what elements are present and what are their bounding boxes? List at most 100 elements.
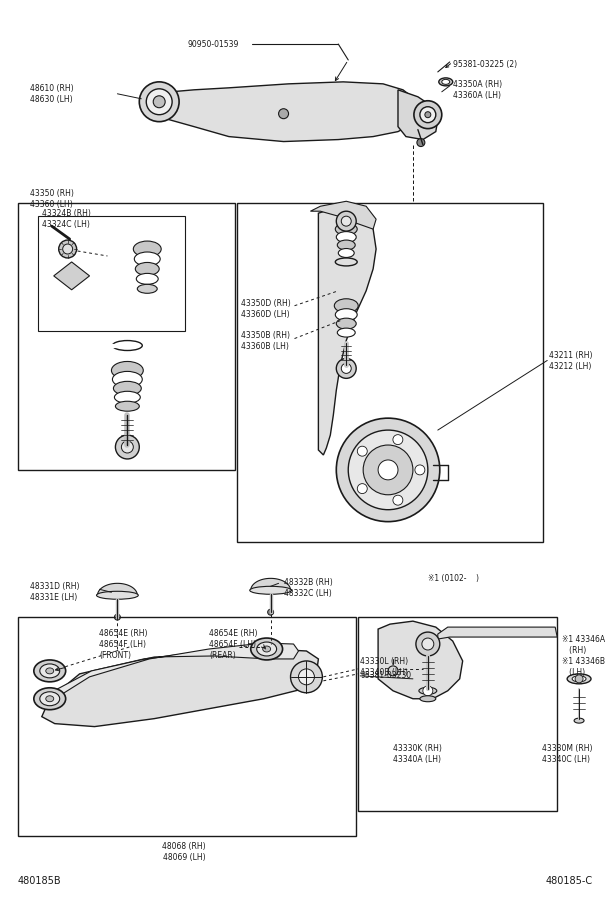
Ellipse shape <box>34 660 66 682</box>
Ellipse shape <box>40 692 60 706</box>
Text: 95381-03230: 95381-03230 <box>360 670 411 680</box>
Bar <box>38 216 185 330</box>
Bar <box>18 203 235 470</box>
Text: 480185-C: 480185-C <box>546 876 592 886</box>
Bar <box>18 617 356 836</box>
Circle shape <box>363 445 413 495</box>
Circle shape <box>139 82 179 122</box>
Ellipse shape <box>97 591 138 599</box>
Text: ※1 43346A
   (RH)
※1 43346B
   (LH): ※1 43346A (RH) ※1 43346B (LH) <box>562 635 605 678</box>
Text: 43350A (RH)
43360A (LH): 43350A (RH) 43360A (LH) <box>453 80 502 100</box>
Text: 43330L (RH)
43340B (LH): 43330L (RH) 43340B (LH) <box>360 657 408 677</box>
Circle shape <box>290 661 322 693</box>
Ellipse shape <box>137 284 157 293</box>
Ellipse shape <box>438 78 453 86</box>
Circle shape <box>146 89 172 114</box>
Ellipse shape <box>336 231 356 242</box>
Circle shape <box>420 107 436 122</box>
Ellipse shape <box>135 263 159 275</box>
Text: 43330M (RH)
43340C (LH): 43330M (RH) 43340C (LH) <box>542 743 593 763</box>
Bar <box>237 203 543 542</box>
Circle shape <box>341 216 351 226</box>
Polygon shape <box>147 82 418 141</box>
Circle shape <box>414 101 442 129</box>
Circle shape <box>341 364 351 374</box>
Circle shape <box>336 418 440 522</box>
Circle shape <box>393 435 403 445</box>
Ellipse shape <box>40 664 60 678</box>
Text: 43350D (RH)
43360D (LH): 43350D (RH) 43360D (LH) <box>241 299 290 319</box>
Ellipse shape <box>419 688 437 694</box>
Ellipse shape <box>337 240 355 250</box>
Text: 48610 (RH)
48630 (LH): 48610 (RH) 48630 (LH) <box>30 84 73 104</box>
Text: 43324B (RH)
43324C (LH): 43324B (RH) 43324C (LH) <box>42 209 90 230</box>
Ellipse shape <box>134 252 160 266</box>
Ellipse shape <box>574 718 584 723</box>
Ellipse shape <box>46 668 54 674</box>
Ellipse shape <box>113 372 142 387</box>
Ellipse shape <box>335 309 357 320</box>
Ellipse shape <box>116 401 139 411</box>
Ellipse shape <box>111 362 143 380</box>
Circle shape <box>415 465 425 475</box>
Polygon shape <box>98 583 137 595</box>
Text: 48654E (RH)
48654F (LH)
(REAR): 48654E (RH) 48654F (LH) (REAR) <box>209 629 258 661</box>
Circle shape <box>417 139 425 147</box>
Ellipse shape <box>335 299 358 312</box>
Polygon shape <box>398 90 438 140</box>
Text: 48654E (RH)
48654F (LH)
(FRONT): 48654E (RH) 48654F (LH) (FRONT) <box>100 629 148 661</box>
Ellipse shape <box>567 674 591 684</box>
Circle shape <box>425 112 431 118</box>
Polygon shape <box>319 206 376 455</box>
Circle shape <box>388 666 398 676</box>
Circle shape <box>348 430 428 509</box>
Polygon shape <box>311 202 376 230</box>
Polygon shape <box>42 643 298 708</box>
Circle shape <box>336 358 356 378</box>
Circle shape <box>416 632 440 656</box>
Text: ※1 (0102-    ): ※1 (0102- ) <box>428 574 479 583</box>
Circle shape <box>298 669 314 685</box>
Circle shape <box>357 483 367 493</box>
Circle shape <box>153 95 165 108</box>
Bar <box>358 617 557 811</box>
Text: 48331D (RH)
48331E (LH): 48331D (RH) 48331E (LH) <box>30 582 79 602</box>
Circle shape <box>378 460 398 480</box>
Circle shape <box>268 609 274 616</box>
Ellipse shape <box>263 646 271 652</box>
Ellipse shape <box>250 586 292 594</box>
Ellipse shape <box>420 696 436 702</box>
Circle shape <box>357 446 367 456</box>
Polygon shape <box>54 262 90 290</box>
Text: 480185B: 480185B <box>18 876 62 886</box>
Text: 43350 (RH)
43360 (LH): 43350 (RH) 43360 (LH) <box>30 189 74 210</box>
Circle shape <box>279 109 288 119</box>
Circle shape <box>393 495 403 505</box>
Circle shape <box>121 441 133 453</box>
Text: 43330K (RH)
43340A (LH): 43330K (RH) 43340A (LH) <box>393 743 442 763</box>
Circle shape <box>575 675 583 683</box>
Text: 43350B (RH)
43360B (LH): 43350B (RH) 43360B (LH) <box>241 330 290 351</box>
Ellipse shape <box>572 676 586 682</box>
Text: 48068 (RH)
48069 (LH): 48068 (RH) 48069 (LH) <box>162 842 206 862</box>
Ellipse shape <box>46 696 54 702</box>
Circle shape <box>114 614 121 620</box>
Text: 48332B (RH)
48332C (LH): 48332B (RH) 48332C (LH) <box>284 579 332 599</box>
Ellipse shape <box>251 638 282 660</box>
Ellipse shape <box>113 382 141 395</box>
Polygon shape <box>42 649 319 726</box>
Circle shape <box>116 435 139 459</box>
Text: 95381-03225 (2): 95381-03225 (2) <box>453 60 517 69</box>
Polygon shape <box>438 627 557 639</box>
Circle shape <box>58 240 77 258</box>
Ellipse shape <box>34 688 66 710</box>
Ellipse shape <box>338 248 354 257</box>
Polygon shape <box>378 621 462 698</box>
Ellipse shape <box>335 223 357 235</box>
Polygon shape <box>251 579 290 590</box>
Ellipse shape <box>337 328 355 338</box>
Circle shape <box>422 638 434 650</box>
Ellipse shape <box>256 642 277 656</box>
Ellipse shape <box>114 392 140 403</box>
Ellipse shape <box>133 241 161 257</box>
